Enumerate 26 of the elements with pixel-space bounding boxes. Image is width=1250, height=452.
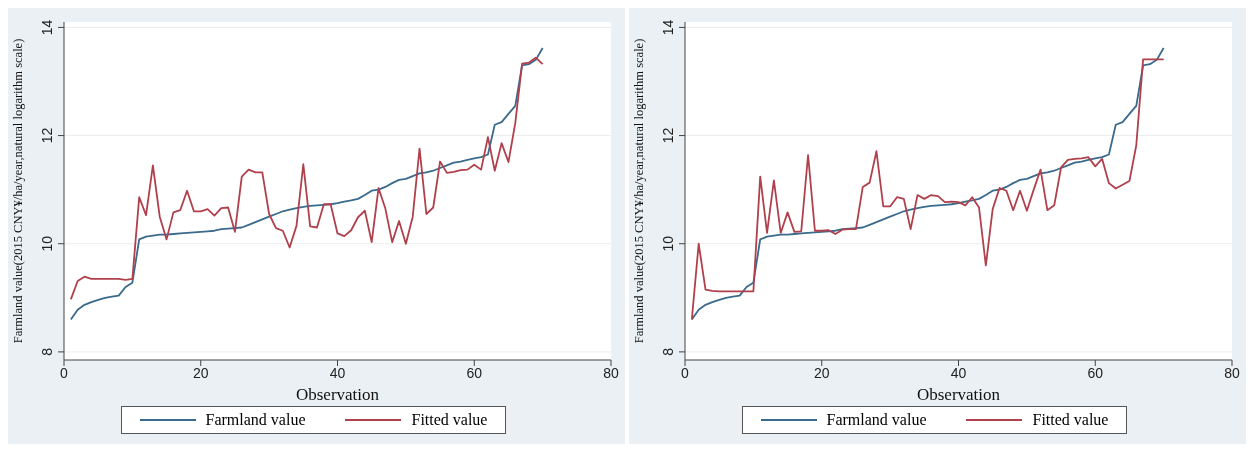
y-tick-label: 8 xyxy=(39,347,55,356)
x-tick-label: 80 xyxy=(1224,364,1240,381)
y-tick-label: 10 xyxy=(39,235,55,252)
x-tick-label: 20 xyxy=(192,364,209,381)
y-tick-label: 12 xyxy=(660,127,676,144)
legend-label: Fitted value xyxy=(411,411,488,429)
y-tick-label: 14 xyxy=(660,19,676,36)
legend-label: Farmland value xyxy=(205,411,306,429)
x-tick-label: 40 xyxy=(329,364,346,381)
y-tick-label: 10 xyxy=(660,235,676,252)
legend-label: Fitted value xyxy=(1032,411,1109,429)
y-axis-title: Farmland value(2015 CNY¥/ha/year,natural logarithm scale) xyxy=(11,38,26,344)
x-tick-label: 60 xyxy=(1087,364,1104,381)
x-tick-label: 0 xyxy=(60,364,69,381)
x-tick-label: 0 xyxy=(681,364,690,381)
x-tick-label: 60 xyxy=(466,364,483,381)
x-tick-label: 80 xyxy=(603,364,619,381)
x-tick-label: 20 xyxy=(813,364,830,381)
x-tick-label: 40 xyxy=(950,364,967,381)
x-axis-title: Observation xyxy=(295,385,380,404)
y-tick-label: 12 xyxy=(39,127,55,144)
y-tick-label: 8 xyxy=(660,347,676,356)
legend-label: Farmland value xyxy=(826,411,927,429)
y-tick-label: 14 xyxy=(39,19,55,36)
x-axis-title: Observation xyxy=(916,385,1001,404)
y-axis-title: Farmland value(2015 CNY¥/ha/year,natural logarithm scale) xyxy=(632,38,647,344)
